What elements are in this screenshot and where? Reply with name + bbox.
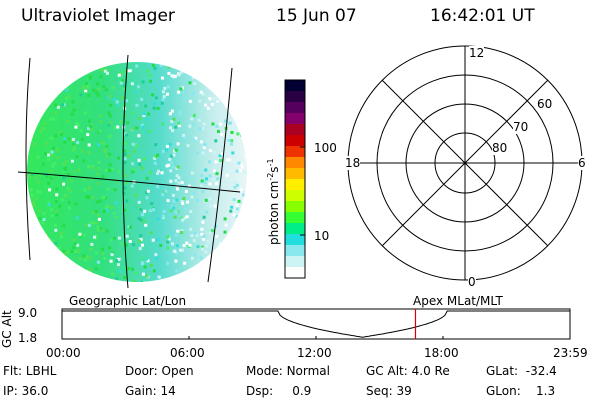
unit-text: photon cm — [267, 180, 281, 245]
unit-exp2: -1 — [266, 158, 275, 167]
earth-disk — [27, 62, 247, 282]
filter-value: LBHL — [25, 364, 57, 378]
date-label: 15 Jun 07 — [276, 6, 357, 26]
door-label: Door: — [125, 364, 158, 378]
instrument-title: Ultraviolet Imager — [21, 6, 175, 26]
mlat-label-80: 80 — [492, 141, 508, 155]
gcalt-label: GC Alt: — [366, 364, 408, 378]
glon-value: 1.3 — [536, 384, 556, 398]
xtick-0600: 06:00 — [170, 346, 205, 360]
colorbar-segment — [285, 245, 305, 257]
colorbar-segment — [285, 91, 305, 103]
mlt-label-12: 12 — [469, 46, 485, 60]
colorbar-segment — [285, 124, 305, 136]
mlt-label-18: 18 — [345, 156, 361, 170]
glat-field: GLat: -32.4 — [486, 364, 557, 378]
gain-label: Gain: — [125, 384, 157, 398]
colorbar-segment — [285, 157, 305, 169]
colorbar-segment — [285, 201, 305, 213]
gain-value: 14 — [160, 384, 176, 398]
polar-plot — [347, 45, 583, 281]
diagonal-line-b — [381, 79, 549, 247]
dsp-field: Dsp: 0.9 — [246, 384, 311, 398]
colorbar-segment — [285, 168, 305, 180]
dsp-label: Dsp: — [246, 384, 274, 398]
ip-label: IP: — [3, 384, 18, 398]
glon-field: GLon: 1.3 — [486, 384, 555, 398]
seq-value: 39 — [396, 384, 412, 398]
colorbar-segment — [285, 80, 305, 92]
gcalt-value: 4.0 Re — [411, 364, 450, 378]
xtick-1800: 18:00 — [424, 346, 459, 360]
geographic-grid — [17, 54, 241, 289]
seq-label: Seq: — [366, 384, 393, 398]
door-field: Door: Open — [125, 364, 194, 378]
colorbar-segment — [285, 267, 305, 279]
glat-value: -32.4 — [525, 364, 557, 378]
glat-label: GLat: — [486, 364, 519, 378]
colorbar-segment — [285, 190, 305, 202]
ip-field: IP: 36.0 — [3, 384, 48, 398]
timeline-ymax: 9.0 — [18, 306, 38, 320]
mlat-label-60: 60 — [537, 97, 553, 111]
mode-label: Mode: — [246, 364, 283, 378]
orbit-altitude-curve — [62, 310, 570, 338]
colorbar-tick-10: 10 — [314, 229, 330, 243]
unit-s: s — [267, 166, 281, 173]
colorbar-segment — [285, 113, 305, 125]
mlat-label-70: 70 — [513, 120, 529, 134]
xtick-2359: 23:59 — [553, 346, 588, 360]
mlt-label-6: 6 — [578, 156, 586, 170]
timeline-left-label: Geographic Lat/Lon — [69, 294, 187, 308]
colorbar-segment — [285, 223, 305, 235]
colorbar-segment — [285, 234, 305, 246]
timeline-plot — [61, 308, 571, 340]
xtick-1200: 12:00 — [297, 346, 332, 360]
timeline-right-label: Apex MLat/MLT — [413, 294, 503, 308]
gain-field: Gain: 14 — [125, 384, 176, 398]
uv-image — [17, 54, 247, 289]
unit-exp1: -2 — [266, 172, 275, 181]
mode-value: Normal — [286, 364, 330, 378]
filter-label: Flt: — [3, 364, 22, 378]
colorbar-segment — [285, 212, 305, 224]
door-value: Open — [161, 364, 194, 378]
seq-field: Seq: 39 — [366, 384, 412, 398]
timeline-ymin: 1.8 — [18, 331, 38, 345]
colorbar-segment — [285, 102, 305, 114]
ip-value: 36.0 — [21, 384, 49, 398]
dsp-value: 0.9 — [292, 384, 312, 398]
colorbar — [284, 79, 306, 279]
gcalt-field: GC Alt: 4.0 Re — [366, 364, 450, 378]
xtick-0000: 00:00 — [46, 346, 81, 360]
colorbar-unit-label: photon cm-2s-1 — [266, 158, 281, 245]
colorbar-segment — [285, 256, 305, 268]
glon-label: GLon: — [486, 384, 521, 398]
mlt-label-0: 0 — [468, 275, 476, 289]
colorbar-tick-100: 100 — [314, 141, 337, 155]
filter-field: Flt: LBHL — [3, 364, 56, 378]
time-label: 16:42:01 UT — [430, 6, 535, 26]
colorbar-segment — [285, 146, 305, 158]
colorbar-segment — [285, 135, 305, 147]
mode-field: Mode: Normal — [246, 364, 330, 378]
colorbar-segment — [285, 179, 305, 191]
